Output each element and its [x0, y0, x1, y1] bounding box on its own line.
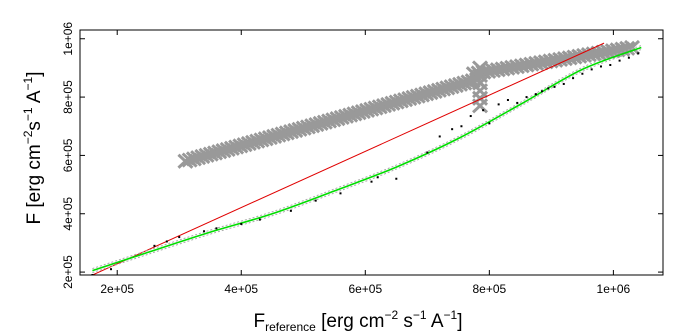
data-point: [547, 87, 550, 90]
data-point: [562, 82, 565, 85]
data-point: [572, 77, 575, 80]
data-point: [426, 151, 429, 154]
data-point: [376, 176, 379, 179]
data-point: [339, 192, 342, 195]
data-point: [553, 85, 556, 88]
data-point: [534, 93, 537, 96]
y-axis-label: F [erg cm−2s−1 A−1]: [21, 72, 45, 225]
data-point: [258, 218, 261, 221]
data-point: [581, 72, 584, 75]
data-point: [516, 101, 519, 104]
data-point: [215, 227, 218, 230]
data-point: [314, 199, 317, 202]
y-tick-label: 2e+05: [61, 255, 75, 289]
x-tick-label: 2e+05: [100, 282, 134, 296]
data-point: [497, 103, 500, 106]
data-point: [541, 90, 544, 93]
data-point: [469, 115, 472, 118]
data-point: [203, 230, 206, 233]
x-tick-label: 4e+05: [224, 282, 258, 296]
line-series: [91, 42, 642, 275]
data-point: [599, 65, 602, 68]
x-tick-label: 6e+05: [348, 282, 382, 296]
data-point: [637, 52, 640, 55]
x-tick-label: 8e+05: [472, 282, 506, 296]
y-tick-label: 8e+05: [61, 80, 75, 114]
identity-line: [91, 42, 605, 275]
data-point: [438, 135, 441, 138]
x-axis: 2e+05 4e+05 6e+05 8e+05 1e+06: [100, 30, 631, 296]
data-point: [178, 236, 181, 239]
data-point: [289, 209, 292, 212]
x-marker-series: [177, 39, 641, 169]
data-point: [451, 128, 454, 131]
plot-frame: [79, 29, 664, 276]
data-point: [240, 222, 243, 225]
data-point: [482, 109, 485, 112]
y-tick-label: 1e+06: [61, 22, 75, 56]
x-marker-group: [472, 60, 489, 114]
data-point: [110, 268, 113, 271]
fit-curve: [92, 46, 642, 272]
x-marker-group: [177, 71, 485, 169]
fit-band-upper: [92, 45, 642, 270]
data-point: [460, 125, 463, 128]
data-point: [590, 68, 593, 71]
data-point: [525, 96, 528, 99]
y-tick-label: 4e+05: [61, 197, 75, 231]
x-marker-group: [465, 39, 641, 82]
x-tick-label: 1e+06: [597, 282, 631, 296]
data-point: [395, 177, 398, 180]
point-series: [91, 52, 640, 275]
data-point: [165, 240, 168, 243]
data-point: [488, 122, 491, 125]
data-point: [153, 244, 156, 247]
y-axis: 2e+05 4e+05 6e+05 8e+05 1e+06: [61, 22, 663, 289]
fit-band-lower: [92, 49, 642, 274]
x-axis-label: Freference [erg cm−2 s−1 A−1]: [254, 308, 463, 333]
y-tick-label: 6e+05: [61, 138, 75, 172]
x-marker: [472, 60, 489, 76]
data-point: [627, 56, 630, 59]
data-point: [506, 99, 509, 101]
data-point: [618, 59, 621, 62]
data-point: [609, 64, 612, 66]
data-point: [370, 180, 373, 183]
